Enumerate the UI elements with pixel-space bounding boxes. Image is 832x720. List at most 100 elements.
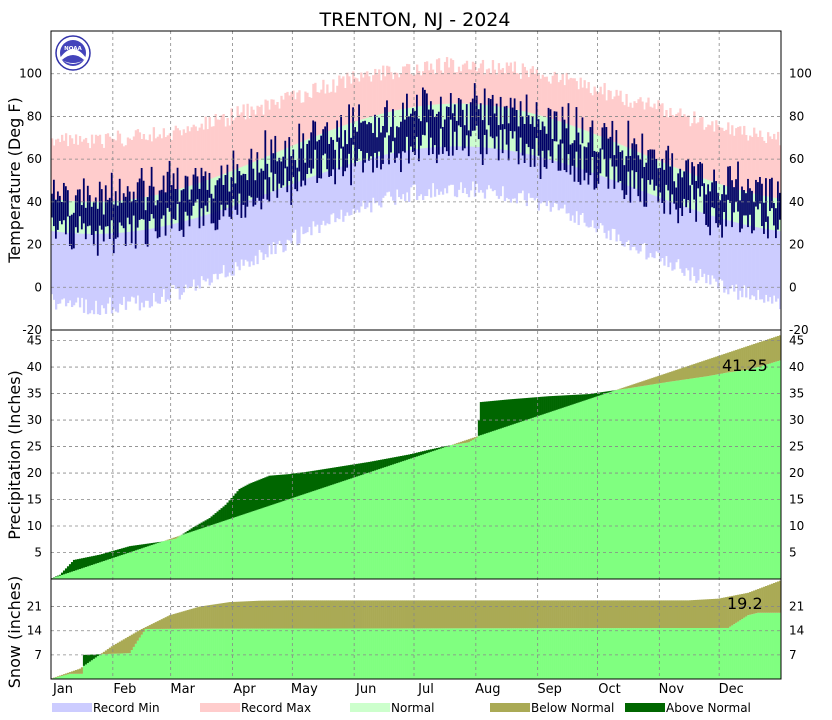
record-min-bar xyxy=(106,201,110,304)
observed-temperature-bar xyxy=(408,116,410,164)
snow-departure-bar xyxy=(667,600,670,629)
precip-accum-bar xyxy=(707,376,710,579)
precip-departure-bar xyxy=(469,438,473,442)
record-max-bar xyxy=(216,119,219,177)
snow-accum-bar xyxy=(649,628,652,679)
snow-accum-bar xyxy=(631,628,634,679)
precip-accum-bar xyxy=(765,364,768,579)
precip-departure-bar xyxy=(541,396,544,415)
observed-temperature-bar xyxy=(154,205,157,232)
record-max-bar xyxy=(747,140,750,193)
observed-temperature-bar xyxy=(697,164,700,189)
precip-departure-bar xyxy=(585,394,588,400)
record-min-bar xyxy=(154,195,158,302)
observed-temperature-bar xyxy=(102,214,105,242)
observed-temperature-bar xyxy=(585,147,588,173)
precip-accum-bar xyxy=(268,505,271,579)
precip-accum-bar xyxy=(254,510,257,579)
record-max-bar xyxy=(651,107,654,159)
record-min-bar xyxy=(148,196,152,308)
snow-departure-bar xyxy=(178,612,181,629)
snow-accum-bar xyxy=(763,612,766,679)
record-max-bar xyxy=(202,129,205,182)
snow-departure-bar xyxy=(276,600,279,629)
precip-departure-bar xyxy=(601,392,604,395)
snow-departure-bar xyxy=(132,633,136,647)
snow-departure-bar xyxy=(386,600,389,629)
precip-departure-bar xyxy=(166,539,169,541)
record-min-bar xyxy=(222,174,225,266)
record-max-bar xyxy=(761,137,764,196)
snow-accum-bar xyxy=(90,660,94,679)
precip-departure-bar xyxy=(581,394,584,402)
precip-departure-bar xyxy=(767,339,770,365)
observed-temperature-bar xyxy=(294,160,297,190)
observed-temperature-bar xyxy=(705,194,708,226)
precip-accum-bar xyxy=(412,457,415,579)
record-min-bar xyxy=(665,163,668,257)
record-max-bar xyxy=(296,92,299,144)
temperature-tick-right: 20 xyxy=(789,238,804,252)
observed-temperature-bar xyxy=(511,107,514,139)
precip-departure-bar xyxy=(108,551,112,560)
record-max-bar xyxy=(312,83,315,138)
observed-temperature-bar xyxy=(364,120,366,163)
precip-departure-bar xyxy=(599,392,602,396)
snow-accum-bar xyxy=(483,628,487,679)
snow-departure-bar xyxy=(332,600,335,629)
snow-departure-bar xyxy=(112,645,116,654)
snow-departure-bar xyxy=(481,600,485,629)
record-min-bar xyxy=(679,169,682,269)
record-max-bar xyxy=(729,134,732,188)
precip-accum-bar xyxy=(326,486,329,579)
precip-departure-bar xyxy=(194,525,197,531)
snow-accum-bar xyxy=(396,628,399,679)
snow-departure-bar xyxy=(382,600,385,629)
snow-departure-bar xyxy=(569,600,572,629)
record-max-bar xyxy=(555,73,558,121)
svg-text:NOAA: NOAA xyxy=(64,46,82,52)
observed-temperature-bar xyxy=(671,153,674,195)
precip-accum-bar xyxy=(352,477,355,579)
snow-departure-bar xyxy=(755,589,758,614)
snow-departure-bar xyxy=(68,672,72,674)
snow-accum-bar xyxy=(513,628,517,679)
snow-accum-bar xyxy=(184,628,187,679)
precip-departure-bar xyxy=(230,498,233,519)
snow-departure-bar xyxy=(713,598,716,628)
snow-accum-bar xyxy=(545,628,548,679)
observed-temperature-bar xyxy=(310,132,313,174)
record-max-bar xyxy=(547,81,550,118)
precip-accum-bar xyxy=(344,480,347,579)
record-min-bar xyxy=(258,159,261,250)
observed-temperature-bar xyxy=(723,185,725,213)
record-min-bar xyxy=(591,133,594,221)
observed-temperature-bar xyxy=(142,180,145,220)
precip-accum-bar xyxy=(100,561,104,579)
precip-accum-bar xyxy=(330,485,333,579)
snow-departure-bar xyxy=(461,600,465,629)
observed-temperature-bar xyxy=(593,150,596,190)
observed-temperature-bar xyxy=(226,164,229,205)
precip-departure-bar xyxy=(707,359,710,377)
observed-temperature-bar xyxy=(549,109,552,157)
precip-departure-bar xyxy=(605,391,608,394)
snow-departure-bar xyxy=(749,592,752,615)
observed-temperature-bar xyxy=(384,107,386,138)
snow-accum-bar xyxy=(639,628,642,679)
record-max-bar xyxy=(230,108,233,172)
snow-departure-bar xyxy=(76,669,80,674)
snow-accum-bar xyxy=(132,646,136,679)
record-min-bar xyxy=(567,124,570,214)
snow-accum-bar xyxy=(685,628,688,679)
record-max-bar xyxy=(545,76,548,118)
snow-tick-left: 21 xyxy=(27,600,42,614)
snow-accum-bar xyxy=(344,628,347,679)
observed-temperature-bar xyxy=(208,172,211,198)
precip-accum-bar xyxy=(126,553,130,579)
month-label: Oct xyxy=(598,682,620,697)
precip-departure-bar xyxy=(204,520,207,528)
precip-accum-bar xyxy=(649,384,652,579)
snow-departure-bar xyxy=(421,600,425,629)
record-min-bar xyxy=(68,200,72,301)
